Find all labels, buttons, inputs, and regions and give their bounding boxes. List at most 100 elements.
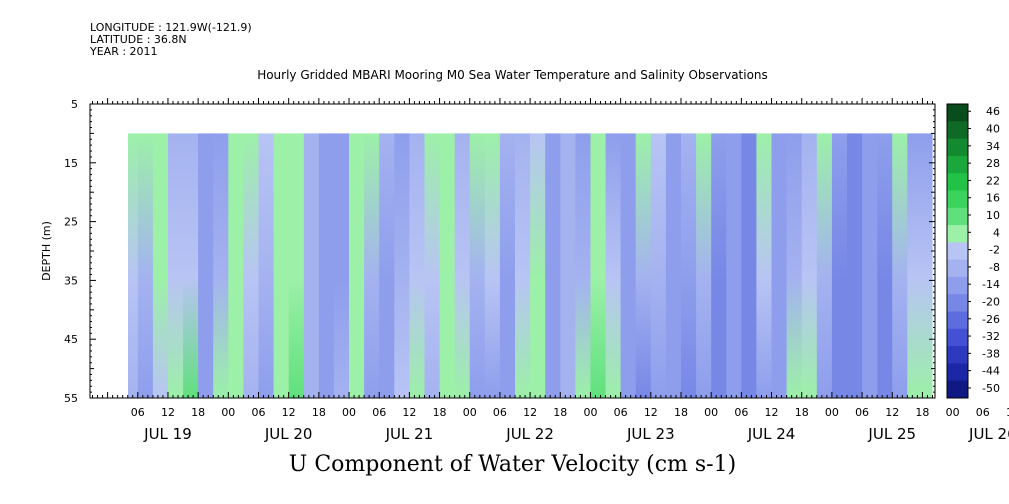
heatmap-cell xyxy=(499,133,516,398)
colorbar-swatch xyxy=(947,380,968,399)
year-text: YEAR : 2011 xyxy=(90,45,158,58)
colorbar-swatch xyxy=(947,276,968,295)
x-tick-label: 00 xyxy=(463,406,477,419)
heatmap-cell xyxy=(560,133,576,398)
heatmap-cell xyxy=(801,133,818,398)
x-tick-label: 00 xyxy=(704,406,718,419)
colorbar-swatch xyxy=(947,173,968,191)
colorbar-swatch xyxy=(947,207,968,226)
heatmap-cell xyxy=(922,133,933,398)
heatmap-cell xyxy=(183,133,199,398)
colorbar-swatch xyxy=(947,190,968,209)
x-tick-label: 06 xyxy=(493,406,507,419)
colorbar-label: -26 xyxy=(982,313,1000,326)
colorbar-label: 10 xyxy=(986,209,1000,222)
heatmap-cell xyxy=(128,133,139,398)
x-date-label: JUL 21 xyxy=(385,425,434,443)
heatmap-cell xyxy=(635,133,652,398)
x-tick-label: 18 xyxy=(433,406,447,419)
colorbar-label: -20 xyxy=(982,295,1000,308)
x-tick-label: 00 xyxy=(583,406,597,419)
x-tick-label: 12 xyxy=(523,406,537,419)
x-date-label: JUL 25 xyxy=(867,425,916,443)
heatmap-cell xyxy=(530,133,546,398)
colorbar: 46 40 34 28 22 16 10 4 -2 -8 -14 -20 -26 -32 -38 -44 -50 xyxy=(946,103,1000,399)
heatmap-cell xyxy=(484,133,501,398)
x-tick-label: 18 xyxy=(795,406,809,419)
colorbar-frame xyxy=(946,103,969,399)
x-tick-label: 12 xyxy=(402,406,416,419)
colorbar-label: -8 xyxy=(989,261,1000,274)
heatmap-field xyxy=(128,133,933,398)
heatmap-cell xyxy=(333,133,350,398)
heatmap-cell xyxy=(213,133,229,398)
colorbar-swatch xyxy=(947,242,968,261)
heatmap-cell xyxy=(545,133,561,398)
heatmap-cell xyxy=(756,133,773,398)
y-tick-label: 45 xyxy=(64,333,78,346)
colorbar-swatch xyxy=(947,346,968,364)
heatmap-cell xyxy=(288,133,305,398)
heatmap-cell xyxy=(605,133,622,398)
colorbar-swatch xyxy=(947,138,968,157)
heatmap-cell xyxy=(198,133,214,398)
x-date-label: JUL 19 xyxy=(143,425,192,443)
heatmap-cell xyxy=(665,133,682,398)
colorbar-label: -32 xyxy=(982,330,1000,343)
x-tick-label: 06 xyxy=(855,406,869,419)
metadata-block: LONGITUDE : 121.9W(-121.9) LATITUDE : 36.… xyxy=(90,22,252,58)
heatmap-cell xyxy=(741,133,758,398)
colorbar-swatch xyxy=(947,104,968,122)
heatmap-cell xyxy=(258,133,275,398)
latitude-text: LATITUDE : 36.8N xyxy=(90,33,187,46)
heatmap-cell xyxy=(152,133,169,398)
colorbar-swatch xyxy=(947,328,968,347)
heatmap-cell xyxy=(454,133,471,398)
x-date-label: JUL 26 xyxy=(968,425,1009,443)
x-axis: 06 12 18 00 06 12 18 00 06 12 18 00 06 12 18 00 06 12 18 00… xyxy=(92,98,1009,443)
colorbar-label: 22 xyxy=(986,174,1000,187)
x-tick-label: 18 xyxy=(191,406,205,419)
colorbar-label: -38 xyxy=(982,347,1000,360)
colorbar-swatch xyxy=(947,311,968,330)
heatmap-cell xyxy=(273,133,290,398)
heatmap-cell xyxy=(771,133,788,398)
colorbar-swatch xyxy=(947,225,968,243)
x-tick-label: 12 xyxy=(282,406,296,419)
heatmap-cell xyxy=(364,133,380,398)
x-tick-label: 12 xyxy=(1006,406,1009,419)
x-tick-label: 18 xyxy=(553,406,567,419)
x-tick-label: 00 xyxy=(221,406,235,419)
colorbar-label: 34 xyxy=(986,140,1000,153)
x-tick-label: 06 xyxy=(734,406,748,419)
heatmap-cell xyxy=(877,133,893,398)
heatmap-cell xyxy=(847,133,863,398)
x-tick-label: 06 xyxy=(976,406,990,419)
x-date-label: JUL 23 xyxy=(626,425,675,443)
colorbar-label: -2 xyxy=(989,244,1000,257)
colorbar-label: -44 xyxy=(982,365,1000,378)
y-tick-label: 25 xyxy=(64,216,78,229)
colorbar-swatch xyxy=(947,294,968,312)
heatmap-cell xyxy=(696,133,712,398)
colorbar-swatch xyxy=(947,363,968,382)
heatmap-cell xyxy=(228,133,244,398)
longitude-text: LONGITUDE : 121.9W(-121.9) xyxy=(90,21,252,34)
x-tick-label: 12 xyxy=(765,406,779,419)
heatmap-cell xyxy=(711,133,727,398)
x-tick-label: 06 xyxy=(372,406,386,419)
y-tick-label: 35 xyxy=(64,274,78,287)
heatmap-cell xyxy=(379,133,395,398)
x-tick-label: 06 xyxy=(614,406,628,419)
colorbar-label: 16 xyxy=(986,192,1000,205)
y-tick-label: 5 xyxy=(71,98,78,111)
x-date-label: JUL 22 xyxy=(505,425,554,443)
y-tick-label: 15 xyxy=(64,157,78,170)
x-tick-label: 06 xyxy=(251,406,265,419)
heatmap-cell xyxy=(394,133,410,398)
chart-title: Hourly Gridded MBARI Mooring M0 Sea Wate… xyxy=(257,68,768,82)
heatmap-cell xyxy=(439,133,456,398)
x-tick-label: 00 xyxy=(946,406,960,419)
x-tick-label: 18 xyxy=(674,406,688,419)
heatmap-cell xyxy=(424,133,441,398)
